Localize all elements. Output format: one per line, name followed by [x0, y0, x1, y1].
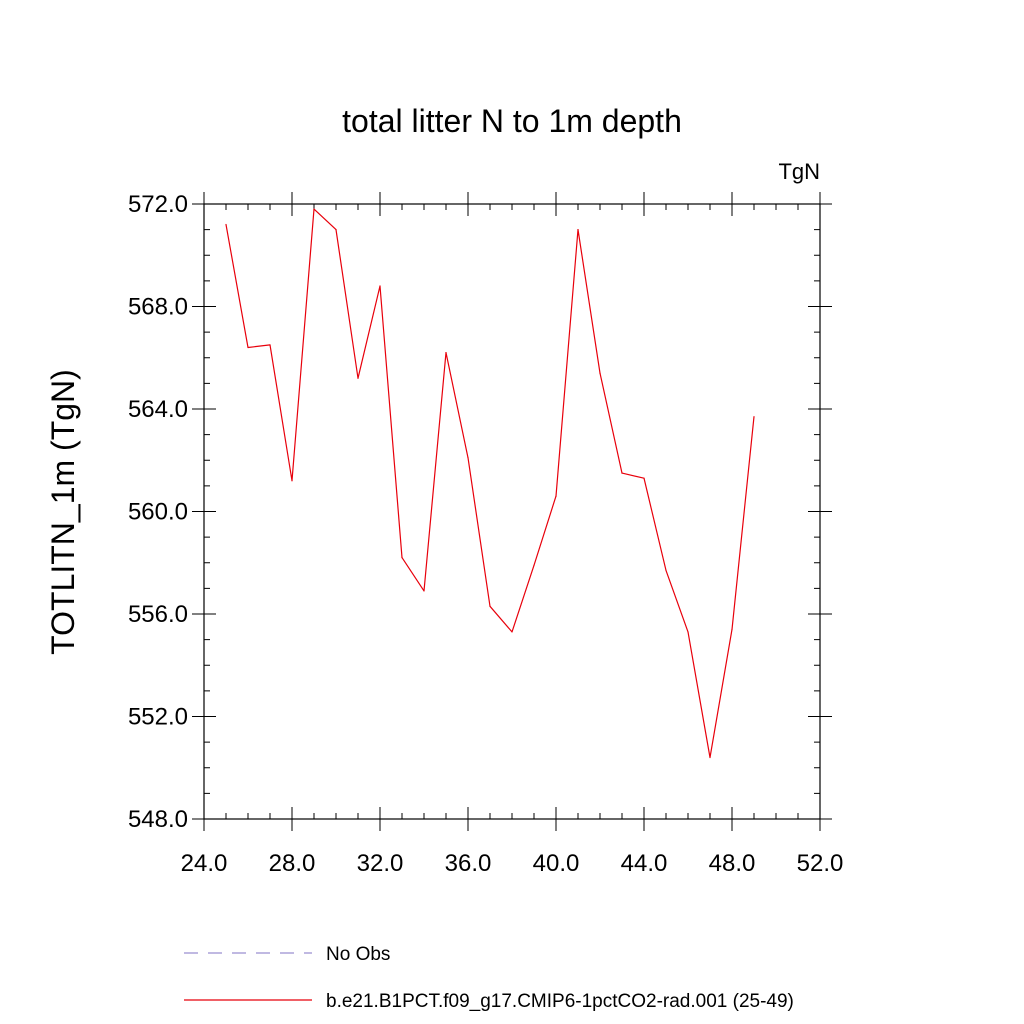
y-tick-label: 568.0	[128, 294, 188, 321]
y-tick-label: 564.0	[128, 396, 188, 423]
series-point	[467, 457, 469, 459]
series-point	[709, 756, 711, 759]
legend: No Obs b.e21.B1PCT.f09_g17.CMIP6-1pctCO2-…	[184, 944, 794, 1012]
series-point	[577, 229, 579, 231]
x-tick-label: 44.0	[621, 850, 668, 877]
x-axis-ticks: 24.0 28.0 32.0 36.0 40.0 44.0 48.0 52.0	[181, 192, 844, 877]
x-tick-label: 52.0	[797, 850, 844, 877]
x-tick-label: 48.0	[709, 850, 756, 877]
legend-label: No Obs	[326, 944, 390, 965]
series-point	[313, 208, 315, 210]
series-point	[555, 495, 557, 497]
y-tick-label: 548.0	[128, 806, 188, 833]
y-axis-ticks: 548.0 552.0 556.0 560.0 564.0 568.0 572.0	[128, 191, 832, 833]
x-tick-label: 36.0	[445, 850, 492, 877]
x-tick-label: 24.0	[181, 850, 228, 877]
series-point	[665, 569, 667, 572]
series-point	[621, 472, 623, 474]
series-point	[731, 628, 733, 630]
series-point	[269, 344, 271, 346]
x-tick-label: 28.0	[269, 850, 316, 877]
series-point	[357, 377, 359, 379]
series-point	[511, 631, 513, 633]
x-tick-label: 40.0	[533, 850, 580, 877]
series-point	[489, 605, 491, 607]
plot-frame	[203, 203, 821, 820]
y-tick-label: 556.0	[128, 601, 188, 628]
y-axis-label: TOTLITN_1m (TgN)	[45, 369, 81, 655]
series-point	[247, 346, 249, 349]
series-point	[423, 590, 425, 592]
legend-label: b.e21.B1PCT.f09_g17.CMIP6-1pctCO2-rad.00…	[326, 991, 794, 1012]
series-point	[643, 477, 645, 479]
y-tick-label: 552.0	[128, 704, 188, 731]
y-tick-label: 560.0	[128, 499, 188, 526]
series-point	[379, 285, 381, 287]
series-point	[401, 557, 403, 559]
series-line-2	[225, 208, 755, 759]
series-point	[599, 372, 601, 374]
x-tick-label: 32.0	[357, 850, 404, 877]
series-point	[533, 564, 535, 566]
y-tick-label: 572.0	[128, 191, 188, 218]
units-label: TgN	[778, 159, 820, 184]
series-lines	[225, 208, 755, 759]
chart-title: total litter N to 1m depth	[342, 103, 682, 139]
series-point	[225, 223, 227, 226]
series-point	[753, 416, 755, 418]
series-point	[445, 352, 447, 354]
series-point	[335, 229, 337, 231]
series-point	[687, 631, 689, 633]
series-point	[291, 480, 293, 482]
